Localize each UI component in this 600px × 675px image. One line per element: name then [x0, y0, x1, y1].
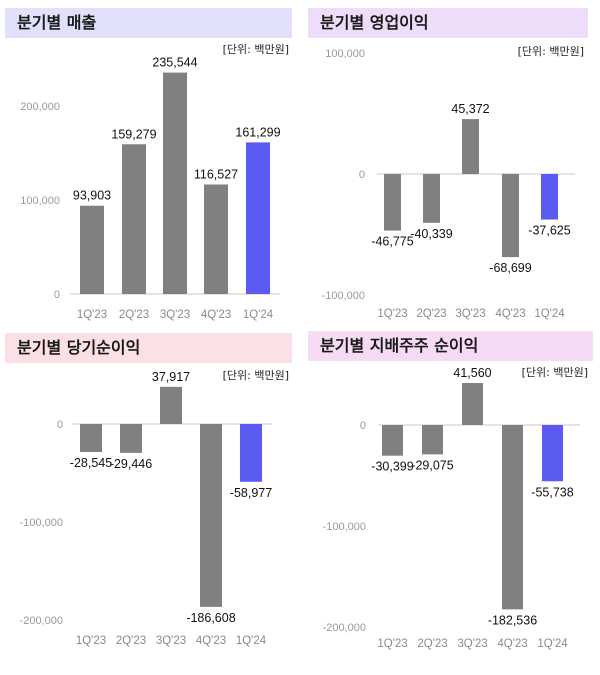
x-tick-label: 4Q'23: [201, 309, 231, 321]
x-tick-label: 1Q'24: [236, 635, 267, 647]
bar: [422, 425, 443, 455]
y-tick-label: -200,000: [20, 615, 63, 627]
chart-title-net-income: 분기별 당기순이익: [5, 333, 292, 363]
data-label: -68,699: [489, 261, 531, 275]
x-tick-label: 1Q'23: [377, 638, 407, 650]
chart-title-revenue: 분기별 매출: [5, 8, 292, 38]
y-tick-label: 0: [57, 419, 63, 431]
bar: [200, 424, 222, 607]
data-label: 93,903: [73, 189, 111, 203]
data-label: 235,544: [152, 56, 197, 70]
y-tick-label: 100,000: [20, 195, 60, 207]
bar: [80, 424, 102, 452]
bar: [120, 424, 142, 453]
data-label: -29,446: [110, 457, 152, 471]
y-tick-label: 100,000: [325, 48, 365, 60]
data-label: 159,279: [111, 127, 156, 141]
y-tick-label: 200,000: [20, 101, 60, 113]
data-label: -28,545: [70, 456, 112, 470]
bar: [542, 425, 563, 482]
y-tick-label: 0: [359, 169, 365, 181]
y-tick-label: 0: [360, 420, 366, 432]
y-tick-label: -100,000: [322, 290, 365, 302]
data-label: -30,399: [371, 460, 413, 474]
bar: [462, 119, 479, 174]
x-tick-label: 3Q'23: [156, 635, 186, 647]
y-tick-label: 0: [54, 289, 60, 301]
x-tick-label: 4Q'23: [196, 635, 226, 647]
bar: [240, 424, 262, 482]
unit-label-net-income: [단위: 백만원]: [222, 369, 289, 382]
x-tick-label: 1Q'23: [76, 635, 106, 647]
x-tick-label: 2Q'23: [417, 638, 447, 650]
unit-label-operating-profit: [단위: 백만원]: [517, 45, 584, 58]
data-label: -46,775: [371, 235, 413, 249]
x-tick-label: 4Q'23: [495, 308, 525, 320]
x-tick-label: 2Q'23: [119, 309, 149, 321]
bar: [204, 184, 228, 294]
x-tick-label: 4Q'23: [497, 638, 527, 650]
bar: [382, 425, 403, 456]
bar: [462, 383, 483, 425]
x-tick-label: 1Q'24: [537, 638, 568, 650]
bar: [502, 425, 523, 610]
x-tick-label: 1Q'24: [534, 308, 565, 320]
x-tick-label: 2Q'23: [416, 308, 446, 320]
data-label: -58,977: [230, 486, 272, 500]
data-label: 45,372: [451, 102, 489, 116]
chart-title-controlling-net-income: 분기별 지배주주 순이익: [308, 331, 593, 361]
data-label: 161,299: [235, 125, 280, 139]
bar: [122, 144, 146, 294]
bar: [160, 386, 182, 424]
chart-title-operating-profit: 분기별 영업이익: [308, 8, 588, 38]
data-label: -55,738: [531, 485, 573, 499]
data-label: 116,527: [194, 167, 238, 181]
bar: [384, 174, 401, 231]
x-tick-label: 3Q'23: [457, 638, 487, 650]
bar: [423, 174, 440, 223]
unit-label-controlling-net-income: [단위: 백만원]: [521, 366, 588, 379]
unit-label-revenue: [단위: 백만원]: [222, 43, 289, 56]
data-label: -29,075: [411, 458, 453, 472]
bar: [246, 142, 270, 294]
data-label: -186,608: [186, 611, 235, 625]
data-label: -182,536: [488, 613, 537, 627]
bar: [80, 205, 104, 294]
x-tick-label: 1Q'23: [77, 309, 107, 321]
data-label: 41,560: [453, 366, 491, 380]
x-tick-label: 3Q'23: [455, 308, 485, 320]
y-tick-label: -100,000: [323, 521, 366, 533]
bar: [541, 174, 558, 220]
bar: [502, 174, 519, 258]
x-tick-label: 3Q'23: [160, 309, 190, 321]
y-tick-label: -200,000: [323, 622, 366, 634]
data-label: -37,625: [528, 224, 570, 238]
x-tick-label: 2Q'23: [116, 635, 146, 647]
bar: [163, 72, 187, 294]
x-tick-label: 1Q'23: [377, 308, 407, 320]
y-tick-label: -100,000: [20, 517, 63, 529]
data-label: 37,917: [152, 370, 190, 384]
x-tick-label: 1Q'24: [243, 309, 274, 321]
data-label: -40,339: [410, 227, 452, 241]
